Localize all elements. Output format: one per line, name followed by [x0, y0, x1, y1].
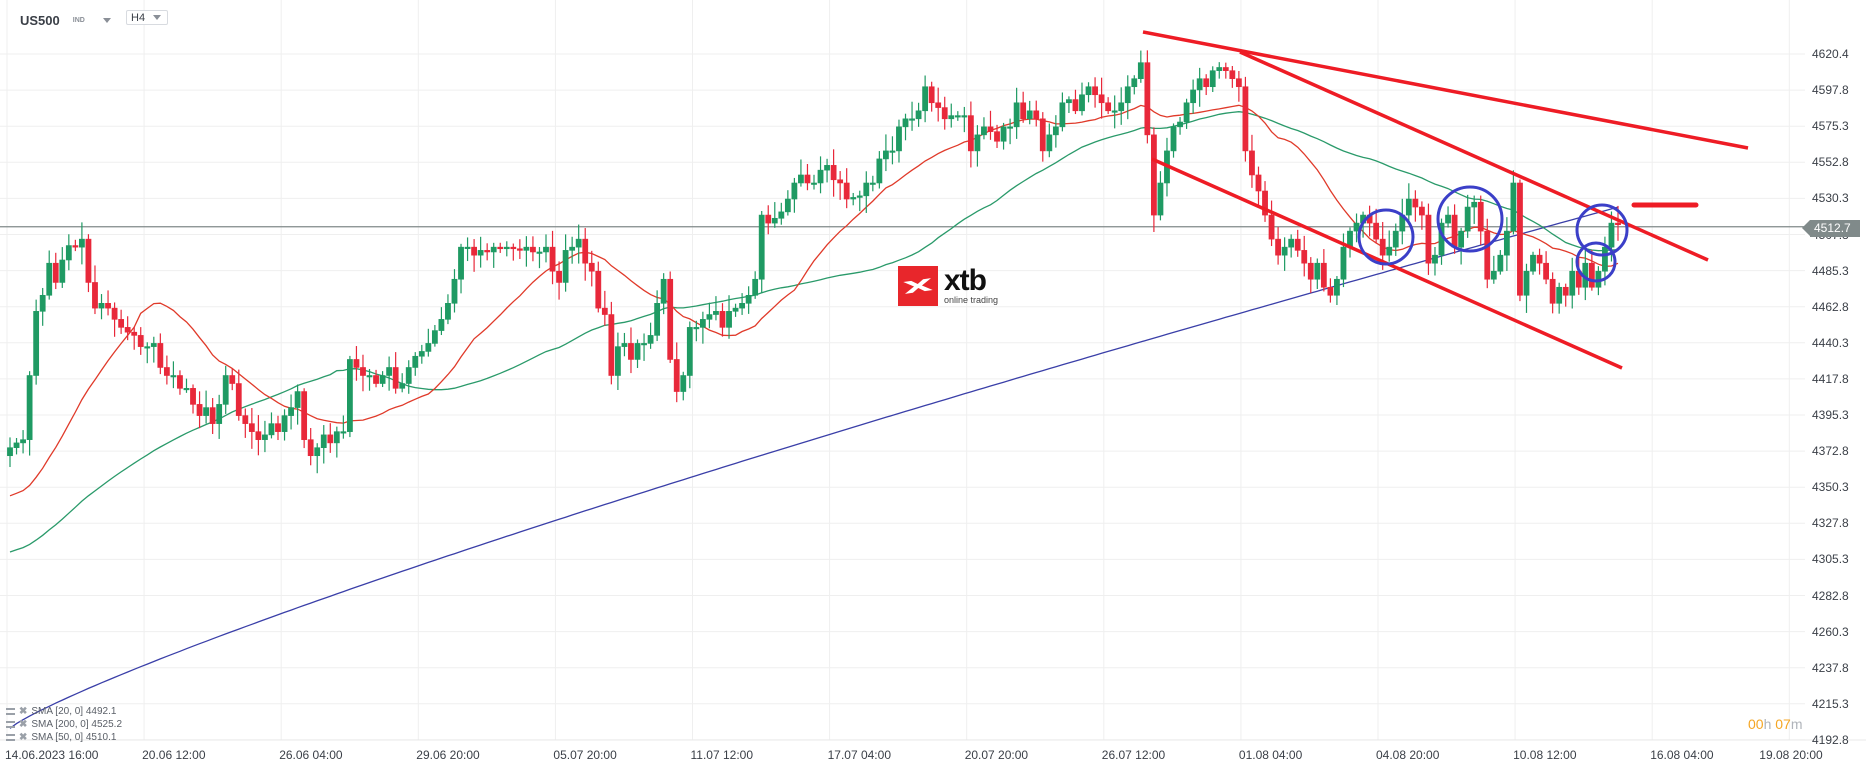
xtb-logo: xtb online trading [898, 266, 998, 306]
price-axis-label: 4417.8 [1812, 371, 1849, 386]
chevron-down-icon [153, 15, 161, 20]
legend-item[interactable]: ✖ SMA [20, 0] 4492.1 [6, 706, 116, 717]
timer-hours-unit: h [1763, 716, 1772, 732]
circle-annotation[interactable] [1575, 203, 1629, 257]
time-axis-label: 10.08 12:00 [1513, 748, 1577, 762]
price-axis-label: 4260.3 [1812, 624, 1849, 639]
xtb-logo-icon [898, 266, 938, 306]
legend-item[interactable]: ✖ SMA [50, 0] 4510.1 [6, 732, 116, 743]
circle-annotation[interactable] [1357, 208, 1415, 266]
time-axis-label: 20.07 20:00 [964, 748, 1029, 762]
time-axis-label: 04.08 20:00 [1376, 748, 1440, 762]
settings-icon[interactable] [6, 708, 15, 715]
price-axis-label: 4485.3 [1812, 263, 1849, 278]
price-axis-label: 4282.8 [1812, 588, 1849, 603]
settings-icon[interactable] [6, 734, 15, 741]
price-axis-label: 4215.3 [1812, 696, 1849, 711]
trendline[interactable] [1142, 30, 1749, 150]
legend-label: SMA [20, 0] 4492.1 [31, 706, 117, 717]
legend-label: SMA [200, 0] 4525.2 [31, 719, 123, 730]
chart-grid [0, 0, 1866, 741]
circle-annotation[interactable] [1575, 241, 1617, 283]
time-axis-label: 17.07 04:00 [827, 748, 891, 762]
candlesticks [7, 50, 1621, 474]
price-axis-label: 4620.4 [1812, 47, 1849, 61]
timer-hours: 00 [1748, 716, 1764, 732]
time-axis-label: 14.06.2023 16:00 [5, 748, 99, 762]
logo-tagline: online trading [944, 295, 999, 305]
time-axis-label: 01.08 04:00 [1238, 748, 1303, 762]
price-axis-label: 4395.3 [1812, 408, 1849, 422]
price-axis-label: 4440.3 [1812, 335, 1849, 350]
time-axis-label: 05.07 20:00 [553, 748, 617, 762]
time-axis-label: 16.08 04:00 [1650, 748, 1714, 762]
sma-50-line [9, 111, 1619, 553]
price-axis-label: 4372.8 [1812, 444, 1849, 459]
time-axis-label: 20.06 12:00 [142, 748, 206, 762]
symbol-type-label: IND [72, 16, 85, 24]
price-axis-label: 4350.3 [1812, 480, 1849, 495]
price-axis-label: 4530.3 [1812, 191, 1849, 206]
price-axis-label: 4192.8 [1812, 732, 1849, 747]
current-price-tag: 4512.7 [1802, 220, 1860, 237]
price-axis-label: 4575.3 [1812, 119, 1849, 134]
logo-brand: xtb [944, 264, 987, 297]
sma-20-line [9, 104, 1619, 497]
time-axis-label: 29.06 20:00 [416, 748, 480, 762]
close-icon[interactable]: ✖ [19, 719, 28, 730]
close-icon[interactable]: ✖ [19, 732, 28, 743]
price-axis-label: 4237.8 [1812, 660, 1849, 675]
time-axis-label: 26.06 04:00 [279, 748, 343, 762]
close-icon[interactable]: ✖ [19, 706, 28, 717]
time-axis-label: 26.07 12:00 [1101, 748, 1166, 762]
time-axis-label: 11.07 12:00 [690, 748, 754, 762]
symbol-label: US500 [20, 12, 60, 28]
price-axis-label: 4462.8 [1812, 299, 1849, 314]
sma-200-line [9, 206, 1619, 729]
drawing-annotations[interactable] [1142, 30, 1749, 370]
price-axis-label: 4597.8 [1812, 83, 1849, 98]
timer-minutes-unit: m [1790, 716, 1803, 732]
chevron-down-icon[interactable] [102, 17, 111, 23]
instrument-selector[interactable]: US500 IND [20, 10, 111, 30]
price-axis-label: 4305.3 [1812, 552, 1849, 567]
timeframe-value: H4 [131, 11, 146, 24]
legend-label: SMA [50, 0] 4510.1 [31, 732, 117, 743]
time-axis-label: 19.08 20:00 [1759, 748, 1823, 762]
circle-annotation[interactable] [1436, 185, 1504, 253]
timeframe-select[interactable]: H4 [126, 10, 168, 25]
legend-item[interactable]: ✖ SMA [200, 0] 4525.2 [6, 719, 122, 730]
trendline[interactable] [1239, 50, 1709, 262]
candle-countdown: 00h 07m [1748, 716, 1803, 732]
settings-icon[interactable] [6, 721, 15, 728]
price-axis-label: 4552.8 [1812, 155, 1849, 170]
timer-minutes: 07 [1775, 716, 1791, 732]
price-axis-label: 4327.8 [1812, 516, 1849, 531]
